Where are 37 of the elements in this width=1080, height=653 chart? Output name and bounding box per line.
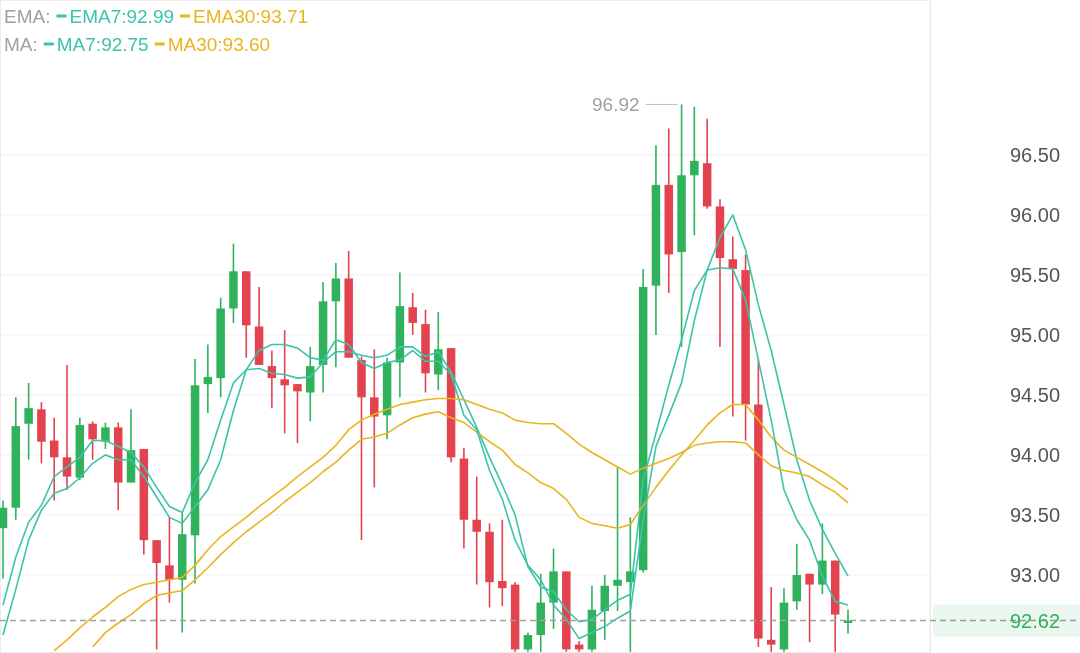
candlestick	[88, 420, 97, 461]
y-tick-label: 93.00	[1009, 563, 1061, 586]
candlestick	[165, 516, 174, 604]
annotation: MA:	[4, 33, 38, 55]
legend-label: EMA7:92.99	[69, 5, 175, 27]
legend-label: MA7:92.75	[56, 33, 149, 55]
y-tick-label: 94.50	[1009, 383, 1061, 406]
annotation: 96.92	[592, 94, 640, 116]
candlestick	[728, 235, 738, 418]
y-tick-label: 95.00	[1009, 323, 1061, 346]
legend-label: EMA30:93.71	[193, 5, 309, 27]
candlestick	[498, 518, 507, 607]
candlestick	[805, 572, 814, 643]
candlestick	[203, 343, 213, 414]
y-tick-label: 93.50	[1009, 503, 1061, 526]
y-tick-label: 96.50	[1009, 143, 1061, 166]
candlestick	[101, 421, 110, 450]
candlestick	[613, 466, 622, 612]
candlestick	[152, 539, 161, 651]
candlestick	[280, 329, 289, 435]
candlestick	[408, 292, 417, 336]
candlestick	[370, 348, 379, 489]
y-tick-label: 94.00	[1009, 443, 1061, 466]
candlestick	[690, 106, 699, 237]
candlestick	[523, 631, 533, 653]
ref-line-label: 92.62	[1009, 609, 1061, 632]
candlestick	[293, 383, 302, 444]
y-tick-label: 95.50	[1009, 263, 1061, 286]
annotation: EMA:	[4, 5, 51, 27]
y-tick-label: 96.00	[1009, 203, 1061, 226]
candlestick	[0, 499, 8, 580]
candlestick	[766, 586, 776, 653]
candlestick	[49, 416, 59, 502]
candlestick	[24, 382, 33, 461]
candlestick	[331, 262, 341, 369]
candlestick	[472, 475, 481, 586]
legend-label: MA30:93.60	[167, 33, 271, 55]
